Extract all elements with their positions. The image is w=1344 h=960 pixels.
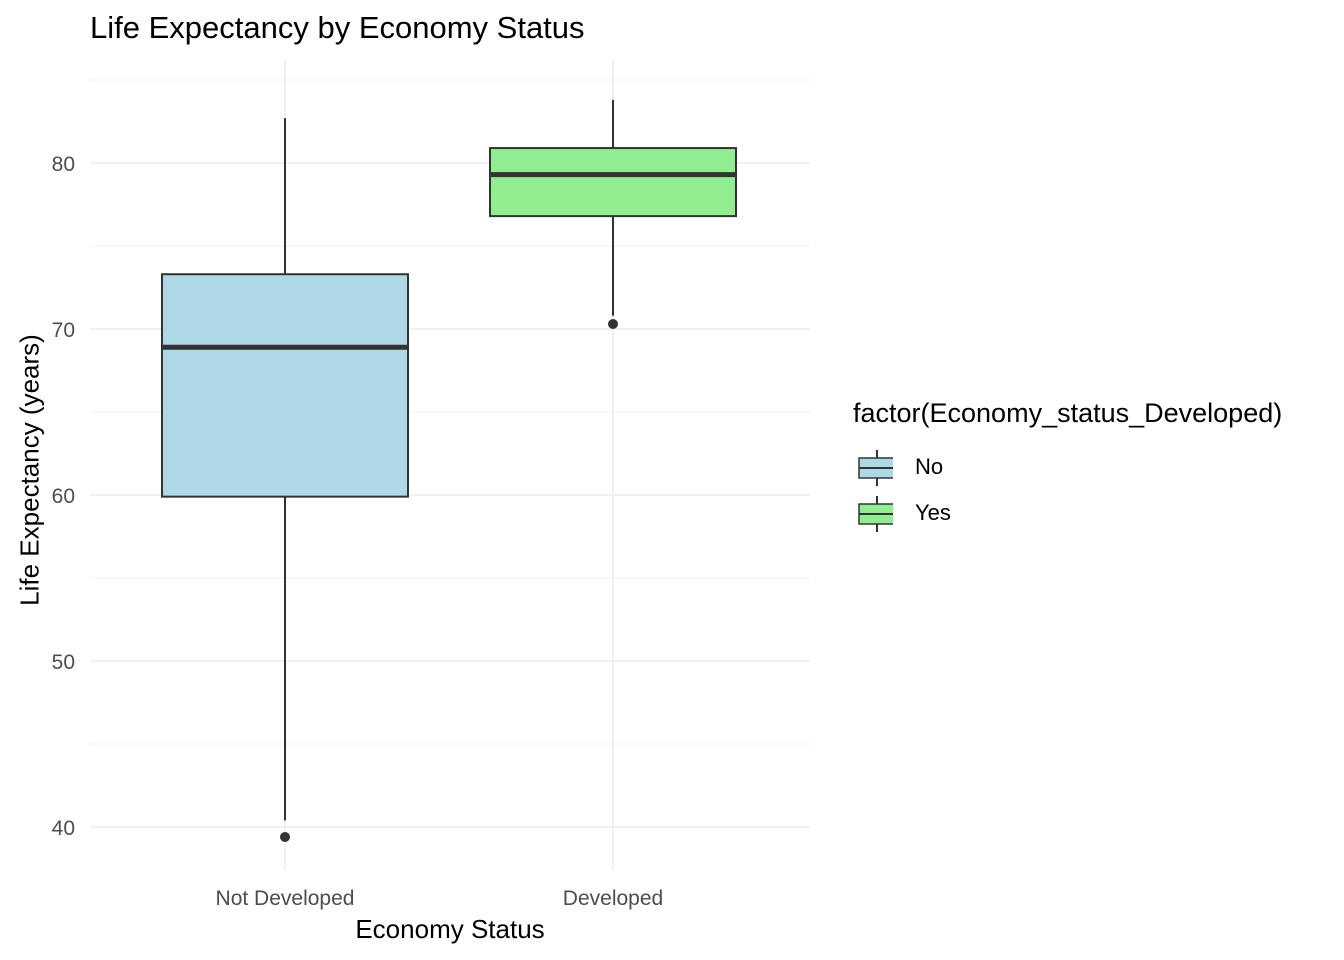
legend-key-yes (858, 496, 893, 532)
box-yes (489, 99, 737, 330)
legend-label-yes: Yes (915, 500, 951, 525)
y-tick-label: 70 (52, 319, 75, 342)
box-no (161, 118, 409, 842)
outlier-point (608, 319, 618, 330)
legend: factor(Economy_status_Developed) No Yes (853, 398, 1283, 532)
legend-key-no (858, 450, 893, 486)
y-tick-label: 40 (52, 817, 75, 840)
tick-labels: 40 50 60 70 80 Not Developed Developed (52, 153, 664, 910)
x-tick-label: Developed (563, 887, 663, 910)
boxes (161, 99, 737, 842)
x-tick-label: Not Developed (216, 887, 355, 910)
x-axis-label: Economy Status (355, 914, 545, 944)
outlier-point (280, 831, 290, 842)
box-body (161, 273, 409, 498)
y-tick-label: 80 (52, 153, 75, 176)
legend-label-no: No (915, 454, 944, 479)
y-tick-label: 60 (52, 485, 75, 508)
y-tick-label: 50 (52, 651, 75, 674)
y-axis-label: Life Expectancy (years) (14, 334, 45, 606)
box-body (489, 147, 737, 218)
legend-title: factor(Economy_status_Developed) (853, 398, 1283, 428)
chart-title: Life Expectancy by Economy Status (90, 10, 585, 45)
